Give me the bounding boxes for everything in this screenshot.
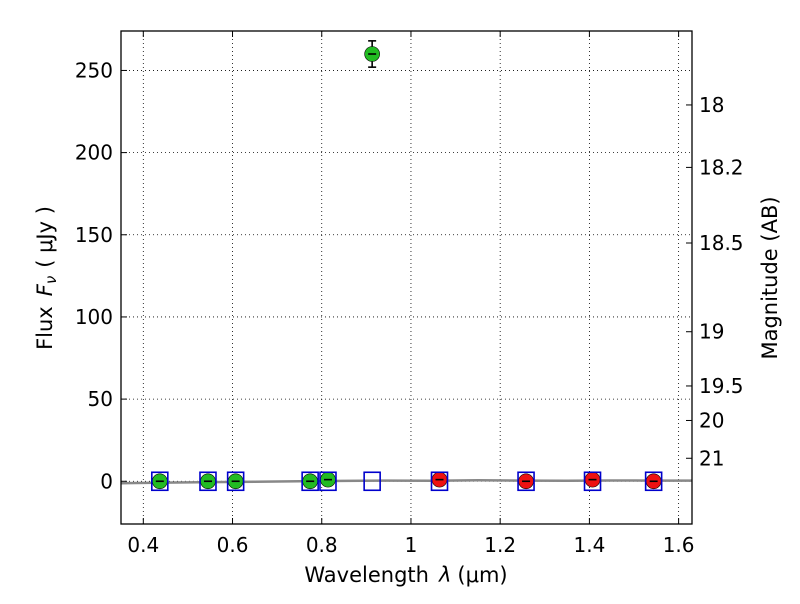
y-axis-title: FluxFν( μJy ) [33, 206, 60, 350]
x-tick-label: 1.2 [484, 533, 516, 557]
y-tick-label: 0 [100, 469, 113, 493]
x-tick-label: 1 [405, 533, 418, 557]
x-tick-label: 0.8 [306, 533, 338, 557]
y2-tick-label: 18 [699, 93, 724, 117]
model-square [583, 471, 602, 492]
data-point [645, 473, 662, 490]
model-square [363, 471, 381, 492]
data-point [364, 40, 380, 68]
gridlines [121, 31, 692, 524]
y-tick-label: 250 [75, 58, 113, 82]
x-tick-label: 1.4 [573, 533, 605, 557]
y-tick-label: 100 [75, 305, 113, 329]
x-tick-label: 0.6 [217, 533, 249, 557]
model-square [226, 471, 245, 492]
y2-tick-label: 20 [699, 408, 724, 432]
data-point [584, 471, 601, 488]
y-tick-label: 200 [75, 141, 113, 165]
data-point [518, 473, 534, 490]
data-markers [151, 40, 663, 492]
model-square [319, 471, 337, 492]
model-square [199, 471, 217, 492]
model-square [301, 471, 319, 492]
x-axis-title: Wavelength λ (μm) [304, 563, 507, 587]
model-square [151, 471, 169, 492]
model-spectrum [120, 479, 692, 485]
data-point [320, 471, 336, 488]
model-square [644, 471, 663, 492]
data-point [431, 471, 448, 488]
model-square [430, 471, 449, 492]
data-point [152, 473, 168, 490]
y-tick-label: 50 [88, 387, 113, 411]
x-tick-labels: 0.4 0.6 0.8 1 1.2 1.4 1.6 [127, 533, 694, 557]
data-point [200, 473, 216, 490]
magnitude-tick-labels: 18 18.2 18.5 19 19.5 20 21 [699, 93, 744, 470]
y2-tick-label: 18.2 [699, 155, 744, 179]
data-point [302, 473, 318, 490]
y-tick-labels: 0 50 100 150 200 250 [75, 58, 113, 493]
data-point [227, 473, 244, 490]
y2-tick-label: 19.5 [699, 374, 744, 398]
y-tick-label: 150 [75, 223, 113, 247]
y2-axis-title: Magnitude (AB) [758, 196, 782, 359]
y2-tick-label: 19 [699, 320, 724, 344]
spectrum-line [120, 479, 692, 485]
x-tick-label: 0.4 [127, 533, 159, 557]
model-square [517, 471, 535, 492]
axis-ticks [121, 31, 692, 524]
y2-tick-label: 21 [699, 446, 724, 470]
plot-frame [120, 30, 693, 525]
y2-tick-label: 18.5 [699, 231, 744, 255]
x-tick-label: 1.6 [663, 533, 695, 557]
